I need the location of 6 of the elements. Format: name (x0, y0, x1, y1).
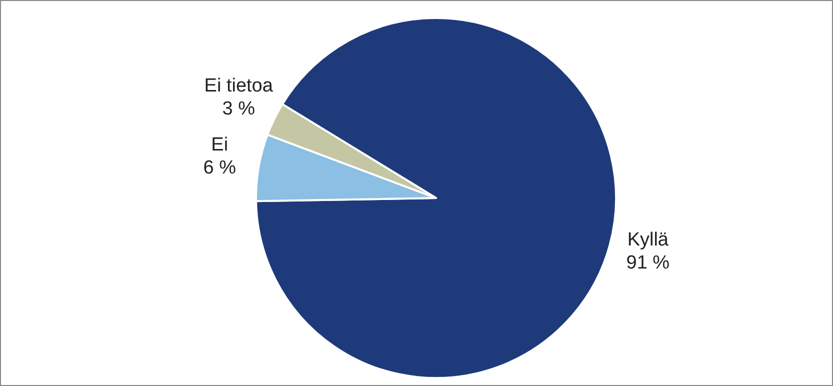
slice-label: Ei (211, 134, 228, 156)
data-label: 3 % (222, 98, 256, 120)
data-label: 91 % (626, 252, 670, 274)
slice-label: Ei tietoa (204, 76, 274, 97)
slice-label: Kyllä (627, 230, 669, 251)
data-label: 6 % (203, 158, 236, 179)
